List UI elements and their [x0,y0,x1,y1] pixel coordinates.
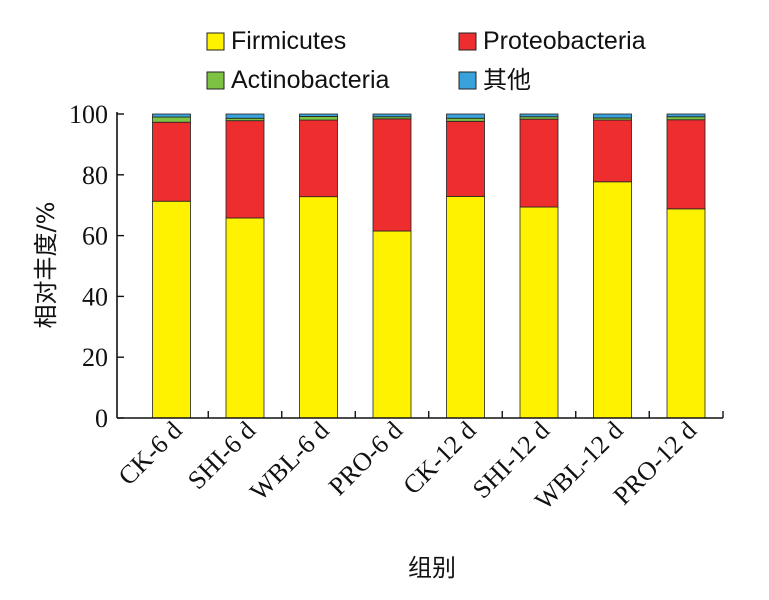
bar-segment [446,113,485,119]
x-tick-label: CK-6 d [113,416,188,491]
bar-group [666,113,706,419]
x-tick-label: PRO-6 d [323,416,408,501]
bar-segment [519,206,559,419]
bar-group [519,113,559,419]
legend-label: Proteobacteria [483,27,646,55]
x-axis-title: 组别 [408,554,456,582]
x-tick-label: WBL-6 d [244,416,334,506]
bar-group [593,113,632,419]
legend-label: Firmicutes [231,27,346,55]
legend-item: 其他 [458,66,531,94]
bar-segment [519,118,559,208]
y-tick-label: 100 [69,100,108,129]
bar-segment [372,118,412,232]
legend-swatch [458,32,477,51]
bar-segment [519,113,559,118]
x-tick-label: CK-12 d [397,416,481,500]
bar-segment [299,113,338,117]
bar-segment [446,120,485,197]
y-tick-label: 60 [82,222,108,251]
bar-group [372,113,412,419]
y-tick-label: 80 [82,161,108,190]
bar-segment [225,217,265,419]
legend-label: 其他 [483,66,531,94]
bar-group [299,113,338,419]
y-axis-title: 相对丰度/% [32,202,60,329]
bar-segment [225,113,265,119]
bar-segment [152,113,191,118]
legend-item: Firmicutes [206,27,346,55]
legend-item: Actinobacteria [206,66,390,94]
legend-label: Actinobacteria [231,66,390,94]
bar-segment [446,117,485,122]
legend-swatch [206,71,225,90]
bar-segment [299,116,338,121]
legend-swatch [458,71,477,90]
bar-segment [593,113,632,119]
legend-swatch [206,32,225,51]
legend: Firmicutes Proteobacteria Actinobacteria 其他 [206,27,646,94]
bar-segment [152,200,191,419]
y-tick-label: 40 [82,282,108,311]
bar-segment [225,120,265,219]
bar-segment [593,181,632,419]
bar-segment [666,113,706,118]
bar-segment [666,116,706,121]
y-tick-label: 20 [82,343,108,372]
y-tick-label: 0 [95,404,108,433]
bar-segment [152,116,191,123]
bar-segment [299,119,338,198]
bar-segment [299,196,338,419]
bar-segment [446,195,485,419]
bar-segment [666,208,706,419]
bar-segment [372,113,412,118]
bars [152,113,706,419]
bar-group [152,113,191,419]
bar-segment [593,119,632,183]
legend-item: Proteobacteria [458,27,646,55]
bar-segment [666,119,706,210]
bar-segment [372,230,412,419]
bar-segment [152,121,191,202]
bar-group [225,113,265,419]
bar-group [446,113,485,419]
